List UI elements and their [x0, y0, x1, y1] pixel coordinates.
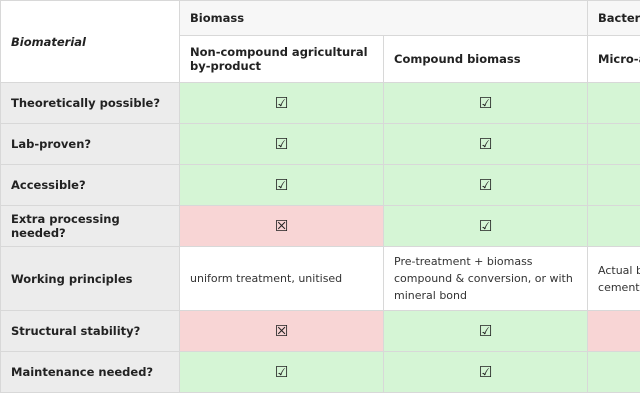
- corner-header: Biomaterial: [0, 0, 180, 83]
- clipped-cell: [587, 82, 640, 124]
- table-row: Structural stability? ☒ ☑: [0, 310, 640, 352]
- clipped-cell: [587, 351, 640, 393]
- row-label: Working principles: [0, 246, 180, 311]
- check-cell: ☑: [382, 310, 589, 352]
- column-header: Non-compound agricultural by-product: [179, 35, 384, 83]
- table-row: Lab-proven? ☑ ☑: [0, 123, 640, 165]
- clipped-cell: [587, 310, 640, 352]
- column-header: Micro-al: [587, 35, 640, 83]
- clipped-cell: [587, 123, 640, 165]
- group-header-row: Biomaterial Biomass Bacteri: [0, 0, 640, 83]
- clipped-cell: [587, 205, 640, 247]
- text-cell: Pre-treatment + biomass compound & conve…: [382, 246, 589, 311]
- table-row: Working principles uniform treatment, uni…: [0, 246, 640, 311]
- group-header: Biomass: [178, 0, 589, 36]
- check-cell: ☒: [179, 310, 384, 352]
- table-row: Extra processing needed? ☒ ☑: [0, 205, 640, 247]
- check-cell: ☑: [179, 82, 384, 124]
- column-header: Compound biomass: [382, 35, 589, 83]
- column-header-row: Non-compound agricultural by-product Com…: [1, 35, 640, 83]
- row-label: Maintenance needed?: [0, 351, 180, 393]
- row-label: Structural stability?: [0, 310, 180, 352]
- check-cell: ☑: [382, 351, 589, 393]
- row-label: Extra processing needed?: [0, 205, 180, 247]
- check-cell: ☑: [179, 123, 384, 165]
- check-cell: ☑: [179, 164, 384, 206]
- row-label: Lab-proven?: [0, 123, 180, 165]
- table-row: Maintenance needed? ☑ ☑: [0, 351, 640, 393]
- check-cell: ☑: [382, 82, 589, 124]
- row-label: Accessible?: [0, 164, 180, 206]
- text-cell: uniform treatment, unitised: [179, 246, 384, 311]
- clipped-cell: [587, 164, 640, 206]
- text-cell: Actual bacement-p: [587, 246, 640, 311]
- group-header: Bacteri: [587, 0, 640, 36]
- check-cell: ☑: [382, 164, 589, 206]
- row-label: Theoretically possible?: [0, 82, 180, 124]
- check-cell: ☒: [179, 205, 384, 247]
- table-row: Theoretically possible? ☑ ☑: [0, 82, 640, 124]
- check-cell: ☑: [179, 351, 384, 393]
- table-row: Accessible? ☑ ☑: [0, 164, 640, 206]
- check-cell: ☑: [382, 205, 589, 247]
- check-cell: ☑: [382, 123, 589, 165]
